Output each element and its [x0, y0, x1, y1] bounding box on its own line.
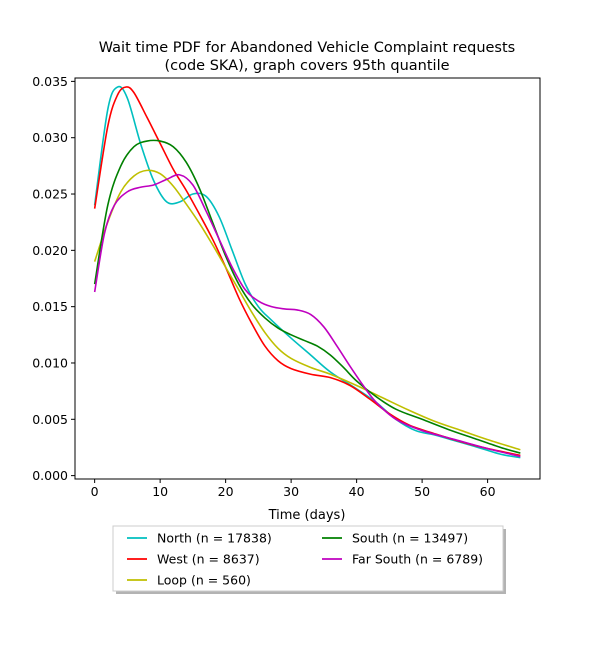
x-axis-label: Time (days) — [268, 508, 346, 523]
series-line-4 — [93, 139, 521, 454]
legend-label: South (n = 13497) — [352, 531, 468, 546]
y-tick-label: 0.015 — [32, 299, 68, 314]
legend-label: Loop (n = 560) — [157, 573, 251, 588]
y-axis: 0.000 0.005 0.010 0.015 0.020 0.025 0.030 0.035 — [32, 74, 75, 483]
y-tick-label: 0.030 — [32, 130, 68, 145]
chart-title-line-1: Wait time PDF for Abandoned Vehicle Comp… — [99, 40, 515, 56]
y-tick-label: 0.025 — [32, 187, 68, 202]
series-line-1 — [93, 85, 521, 459]
legend-label: Far South (n = 6789) — [352, 552, 483, 567]
x-tick-label: 40 — [349, 484, 365, 499]
x-tick-label: 0 — [91, 484, 99, 499]
y-tick-label: 0.020 — [32, 243, 68, 258]
y-tick-label: 0.005 — [32, 412, 68, 427]
x-tick-label: 10 — [152, 484, 168, 499]
y-tick-label: 0.010 — [32, 355, 68, 370]
chart-title-line-2: (code SKA), graph covers 95th quantile — [164, 58, 449, 74]
legend-label: North (n = 17838) — [157, 531, 272, 546]
plot-frame — [74, 77, 541, 480]
legend-items: North (n = 17838) West (n = 8637) Loop (n … — [127, 531, 483, 588]
series-line-2 — [93, 86, 521, 457]
series-line-5 — [93, 173, 521, 458]
x-axis: 0 10 20 30 40 50 60 — [91, 479, 496, 499]
x-tick-label: 60 — [480, 484, 496, 499]
x-tick-label: 20 — [218, 484, 234, 499]
series-line-3 — [93, 169, 521, 451]
y-tick-label: 0.035 — [32, 74, 68, 89]
legend-label: West (n = 8637) — [157, 552, 260, 567]
x-tick-label: 30 — [283, 484, 299, 499]
plot-lines — [93, 85, 521, 459]
y-tick-label: 0.000 — [32, 468, 68, 483]
x-tick-label: 50 — [414, 484, 430, 499]
legend: North (n = 17838) West (n = 8637) Loop (n … — [112, 525, 506, 594]
legend-box — [112, 525, 504, 592]
